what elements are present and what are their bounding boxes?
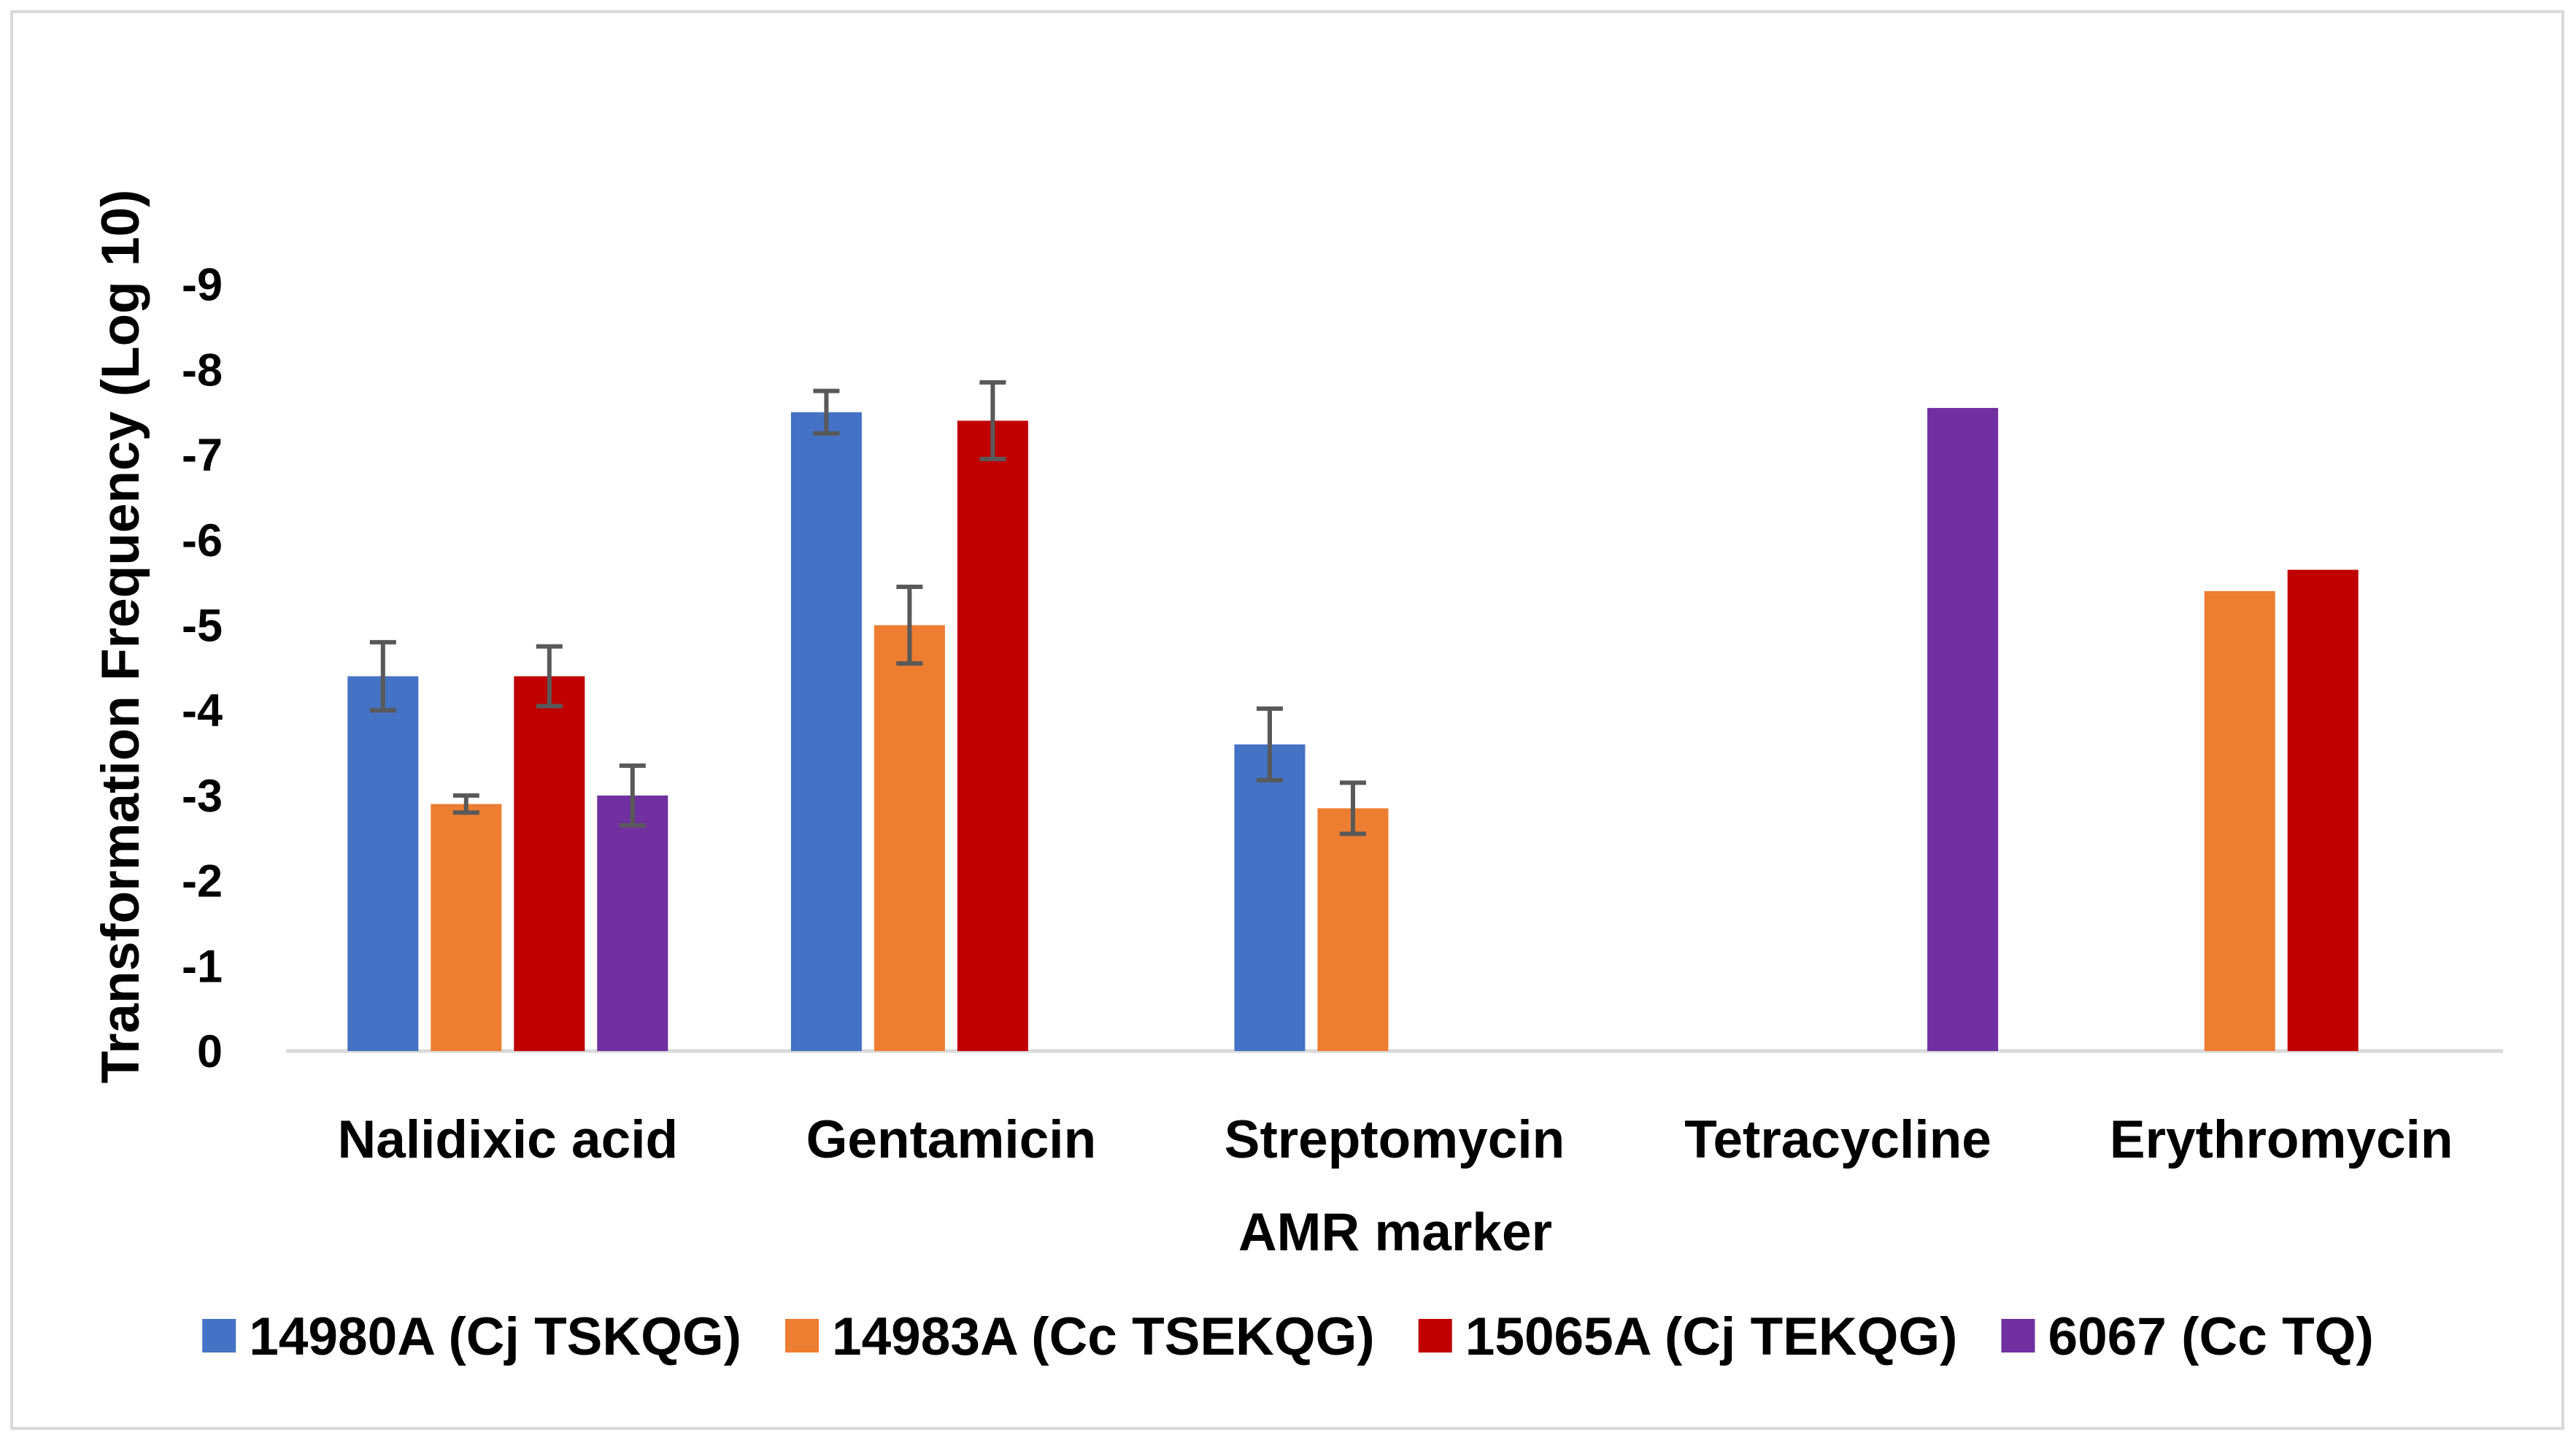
y-tick-label: -7 (182, 430, 223, 481)
bar (874, 625, 945, 1051)
bar (1927, 407, 1999, 1051)
bar (514, 676, 585, 1051)
bar (790, 412, 862, 1051)
y-tick-label: -2 (182, 856, 223, 907)
y-tick-label: -5 (182, 601, 223, 652)
y-tick-label: -8 (182, 345, 223, 396)
x-category-label: Streptomycin (1225, 1110, 1565, 1169)
bar (2204, 590, 2275, 1051)
error-bars (369, 380, 1366, 836)
y-tick-label: -9 (182, 260, 223, 311)
x-axis-title: AMR marker (1238, 1203, 1552, 1262)
legend-label: 14980A (Cj TSKQG) (249, 1307, 741, 1366)
legend: 14980A (Cj TSKQG) 14983A (Cc TSEKQG) 15065… (202, 1307, 2374, 1366)
x-category-label: Erythromycin (2110, 1110, 2453, 1169)
x-category-label: Gentamicin (806, 1110, 1097, 1169)
y-axis-title: Transformation Frequency (Log 10) (91, 190, 150, 1084)
bar (2287, 569, 2359, 1051)
legend-label: 14983A (Cc TSEKQG) (832, 1307, 1375, 1366)
legend-label: 15065A (Cj TEKQG) (1465, 1307, 1958, 1366)
legend-swatch (2001, 1319, 2035, 1352)
y-axis-ticks: 0 -1 -2 -3 -4 -5 -6 -7 -8 -9 (182, 260, 223, 1077)
y-tick-label: -1 (182, 941, 223, 992)
bar (1317, 808, 1389, 1051)
legend-item: 6067 (Cc TQ) (2001, 1307, 2374, 1366)
legend-item: 14983A (Cc TSEKQG) (784, 1307, 1375, 1366)
legend-swatch (1418, 1319, 1452, 1352)
legend-label: 6067 (Cc TQ) (2048, 1307, 2374, 1366)
x-category-label: Nalidixic acid (338, 1110, 679, 1169)
bars (347, 407, 2359, 1051)
bar (347, 676, 419, 1051)
y-tick-label: -4 (182, 685, 223, 736)
chart-frame (10, 10, 2564, 1430)
y-tick-label: 0 (197, 1026, 223, 1077)
legend-swatch (202, 1319, 236, 1352)
y-tick-label: -3 (182, 771, 223, 822)
bar (597, 795, 668, 1051)
bar (1234, 744, 1306, 1051)
y-tick-label: -6 (182, 515, 223, 566)
bar (431, 804, 502, 1051)
x-category-label: Tetracycline (1684, 1110, 1991, 1169)
x-axis-categories: Nalidixic acid Gentamicin Streptomycin Tetr… (338, 1110, 2453, 1169)
legend-swatch (784, 1319, 819, 1352)
legend-item: 15065A (Cj TEKQG) (1418, 1307, 1958, 1366)
bar (957, 420, 1028, 1051)
legend-item: 14980A (Cj TSKQG) (202, 1307, 741, 1366)
